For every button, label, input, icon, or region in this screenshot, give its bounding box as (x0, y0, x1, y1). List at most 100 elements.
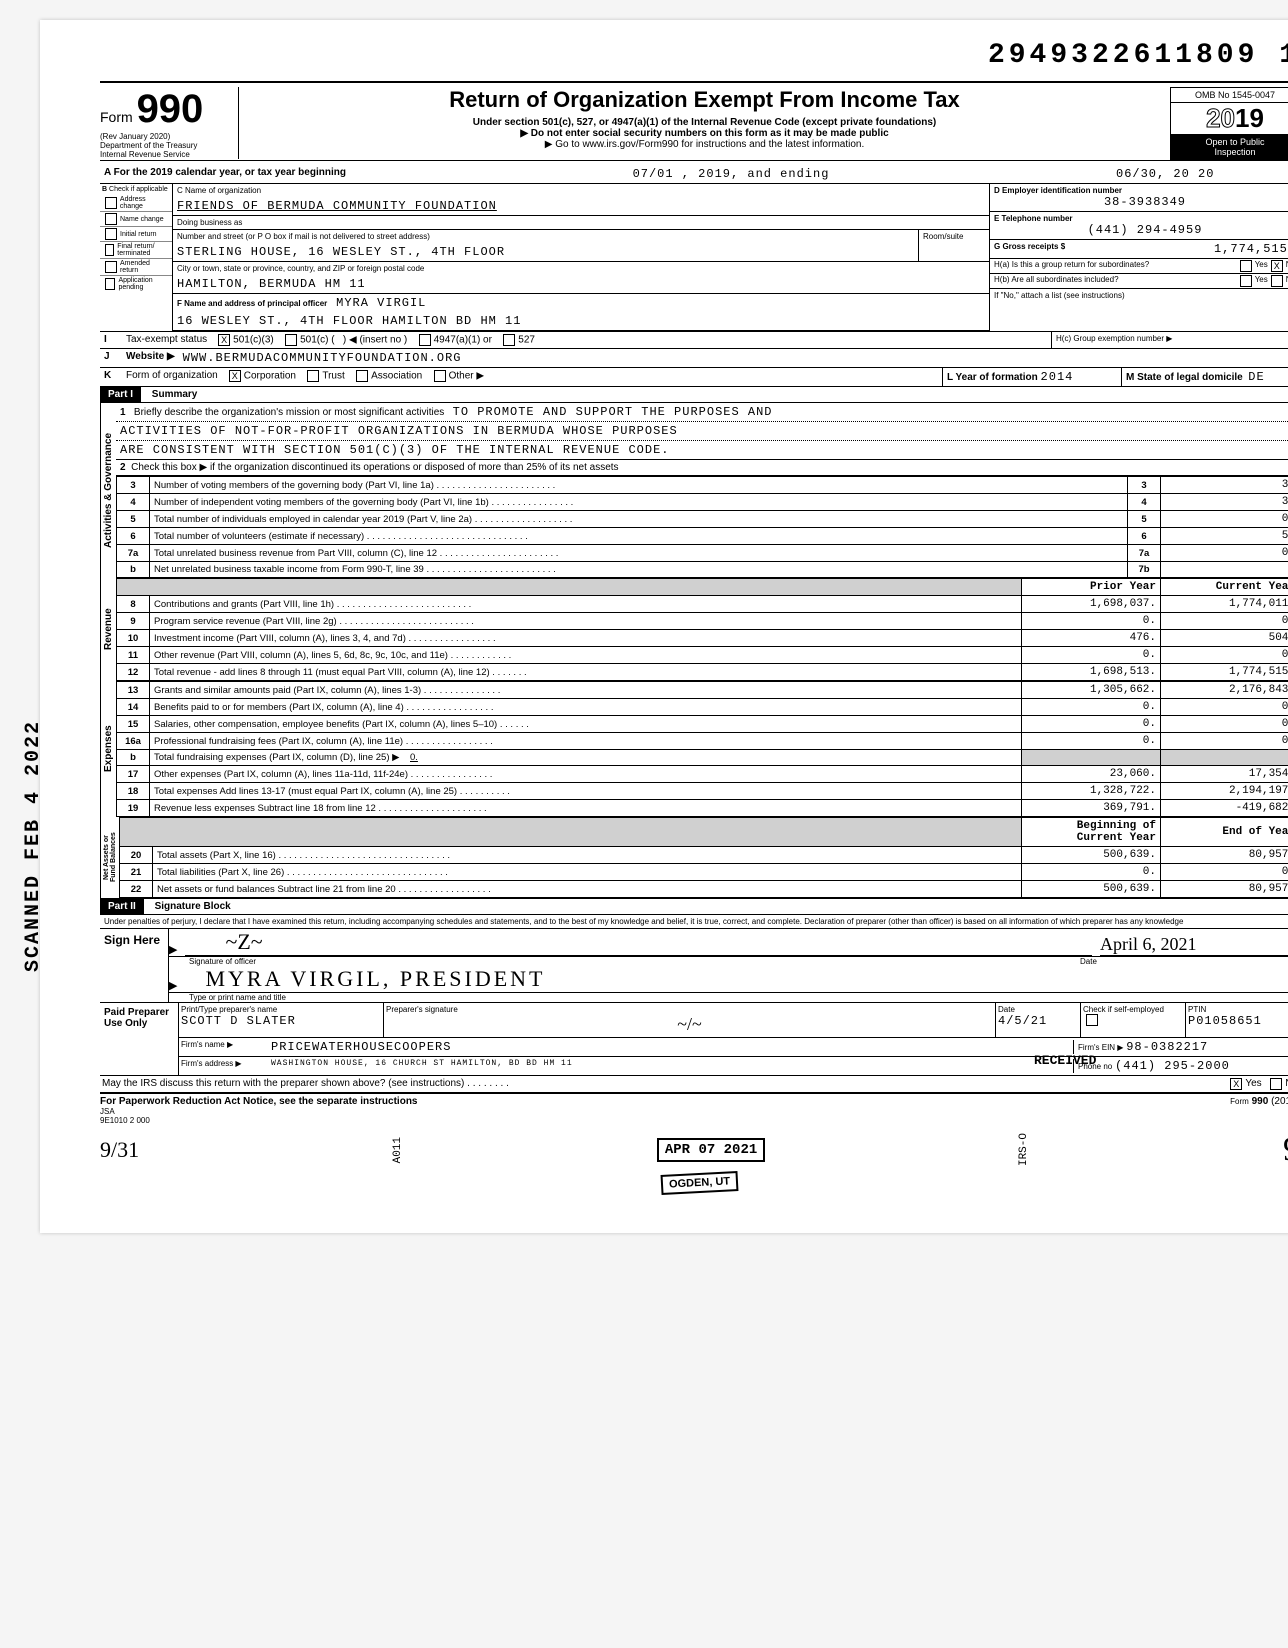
l-label: L Year of formation (947, 372, 1038, 383)
yes-label: Yes (1255, 260, 1268, 272)
chk-527[interactable] (503, 334, 515, 346)
line-desc: Benefits paid to or for members (Part IX… (150, 699, 1022, 716)
opt-assoc: Association (371, 371, 422, 382)
page-9: 9 (1283, 1131, 1288, 1169)
d-label: D Employer identification number (994, 186, 1288, 195)
date-stamp: APR 07 2021 (657, 1138, 765, 1162)
prep-date: 4/5/21 (998, 1014, 1078, 1028)
open-public: Open to Public Inspection (1170, 135, 1288, 160)
officer-name: MYRA VIRGIL (336, 296, 426, 310)
k-label: Form of organization (122, 368, 222, 386)
side-net: Net Assets orFund Balances (100, 817, 119, 898)
chk-initial-label: Initial return (120, 231, 157, 238)
line-desc: Salaries, other compensation, employee b… (150, 716, 1022, 733)
officer-signature[interactable]: ~Z~ (185, 929, 1092, 956)
opt-527: 527 (518, 335, 535, 346)
document-id: 2949322611809 1 (100, 40, 1288, 71)
chk-name[interactable]: Name change (100, 212, 172, 227)
chk-amended-label: Amended return (120, 260, 170, 274)
dba-label: Doing business as (173, 216, 989, 230)
line-val (1161, 562, 1288, 578)
line-num: 13 (117, 682, 150, 699)
current-val: 0. (1161, 864, 1288, 881)
line-box: 3 (1128, 477, 1161, 494)
footer: For Paperwork Reduction Act Notice, see … (100, 1094, 1288, 1107)
form-ref: Form 990 (2019) (1230, 1096, 1288, 1107)
current-val: 0. (1161, 716, 1288, 733)
col-current: Current Year (1161, 579, 1288, 596)
prior-val: 369,791. (1022, 800, 1161, 817)
col-begin: Beginning of Current Year (1022, 818, 1161, 847)
line-num: 20 (120, 847, 153, 864)
line-a: A For the 2019 calendar year, or tax yea… (100, 165, 1288, 184)
firm-addr: WASHINGTON HOUSE, 16 CHURCH ST HAMILTON,… (271, 1059, 1073, 1073)
omb-box: OMB No 1545-0047 2019 Open to Public Ins… (1170, 87, 1288, 160)
chk-pending[interactable]: Application pending (100, 276, 172, 292)
chk-501c[interactable] (285, 334, 297, 346)
current-val: 80,957. (1161, 847, 1288, 864)
firm-phone: (441) 295-2000 (1115, 1059, 1230, 1073)
g-label: G Gross receipts $ (994, 242, 1065, 256)
m-label: M State of legal domicile (1126, 372, 1243, 383)
chk-amended[interactable]: Amended return (100, 259, 172, 276)
website: WWW.BERMUDACOMMUNITYFOUNDATION.ORG (179, 349, 1288, 367)
page-hand: 9/31 (100, 1137, 139, 1163)
discuss-yes[interactable]: X (1230, 1078, 1242, 1090)
received-stamp: RECEIVED (1034, 1053, 1096, 1068)
form-identity: Form 990 (Rev January 2020) Department o… (100, 87, 239, 159)
line-val: 3. (1161, 494, 1288, 511)
chk-address-label: Address change (120, 196, 170, 210)
prior-val: 0. (1022, 716, 1161, 733)
chk-final-label: Final return/ terminated (117, 243, 170, 257)
m-value: DE (1248, 370, 1264, 384)
chk-corp[interactable]: X (229, 370, 241, 382)
yes-label2: Yes (1255, 275, 1268, 287)
prep-signature[interactable]: ~/~ (386, 1014, 993, 1035)
prior-val: 0. (1022, 613, 1161, 630)
prep-date-label: Date (998, 1005, 1078, 1014)
line-desc: Other revenue (Part VIII, column (A), li… (150, 647, 1022, 664)
chk-assoc[interactable] (356, 370, 368, 382)
jsa-code: 9E1010 2 000 (100, 1116, 1288, 1125)
line-desc: Total unrelated business revenue from Pa… (150, 545, 1128, 562)
sign-date: April 6, 2021 (1100, 934, 1288, 956)
a011-stamp: A011 (392, 1137, 404, 1163)
expenses-block: Expenses 13 Grants and similar amounts p… (100, 681, 1288, 817)
section-b: B Check if applicable Address change Nam… (100, 184, 173, 331)
part-i-label: Part I (100, 387, 141, 402)
hb-yes[interactable] (1240, 275, 1252, 287)
current-val: 0. (1161, 647, 1288, 664)
chk-trust[interactable] (307, 370, 319, 382)
ha-no[interactable]: X (1271, 260, 1283, 272)
line-desc: Total fundraising expenses (Part IX, col… (150, 750, 1022, 766)
date-label: Date (1080, 957, 1280, 966)
prep-name: SCOTT D SLATER (181, 1014, 381, 1028)
chk-initial[interactable]: Initial return (100, 227, 172, 242)
line-num: 12 (117, 664, 150, 681)
inspection-label: Inspection (1173, 147, 1288, 157)
part-ii-title: Signature Block (147, 899, 239, 914)
opt-501c3: 501(c)(3) (233, 335, 274, 346)
form-irs: Internal Revenue Service (100, 150, 230, 159)
line-num: 16a (117, 733, 150, 750)
ha-yes[interactable] (1240, 260, 1252, 272)
line-a-end: 06/30, 20 20 (1112, 165, 1288, 183)
preparer-label: Paid Preparer Use Only (100, 1003, 179, 1075)
chk-name-label: Name change (120, 216, 164, 223)
chk-501c3[interactable]: X (218, 334, 230, 346)
chk-address[interactable]: Address change (100, 195, 172, 212)
hb-no[interactable] (1271, 275, 1283, 287)
gov-table: 3 Number of voting members of the govern… (116, 476, 1288, 578)
chk-4947[interactable] (419, 334, 431, 346)
discuss-row: May the IRS discuss this return with the… (100, 1076, 1288, 1094)
net-table: Beginning of Current Year End of Year20 … (119, 817, 1288, 898)
chk-self-emp[interactable] (1086, 1014, 1098, 1026)
discuss-no[interactable] (1270, 1078, 1282, 1090)
officer-addr: 16 WESLEY ST., 4TH FLOOR HAMILTON BD HM … (173, 312, 989, 330)
net-block: Net Assets orFund Balances Beginning of … (100, 817, 1288, 898)
chk-other[interactable] (434, 370, 446, 382)
chk-final[interactable]: Final return/ terminated (100, 242, 172, 259)
opt-501c: 501(c) ( (300, 335, 334, 346)
opt-insert: ) ◀ (insert no ) (343, 335, 407, 346)
year-prefix: 20 (1206, 103, 1235, 134)
